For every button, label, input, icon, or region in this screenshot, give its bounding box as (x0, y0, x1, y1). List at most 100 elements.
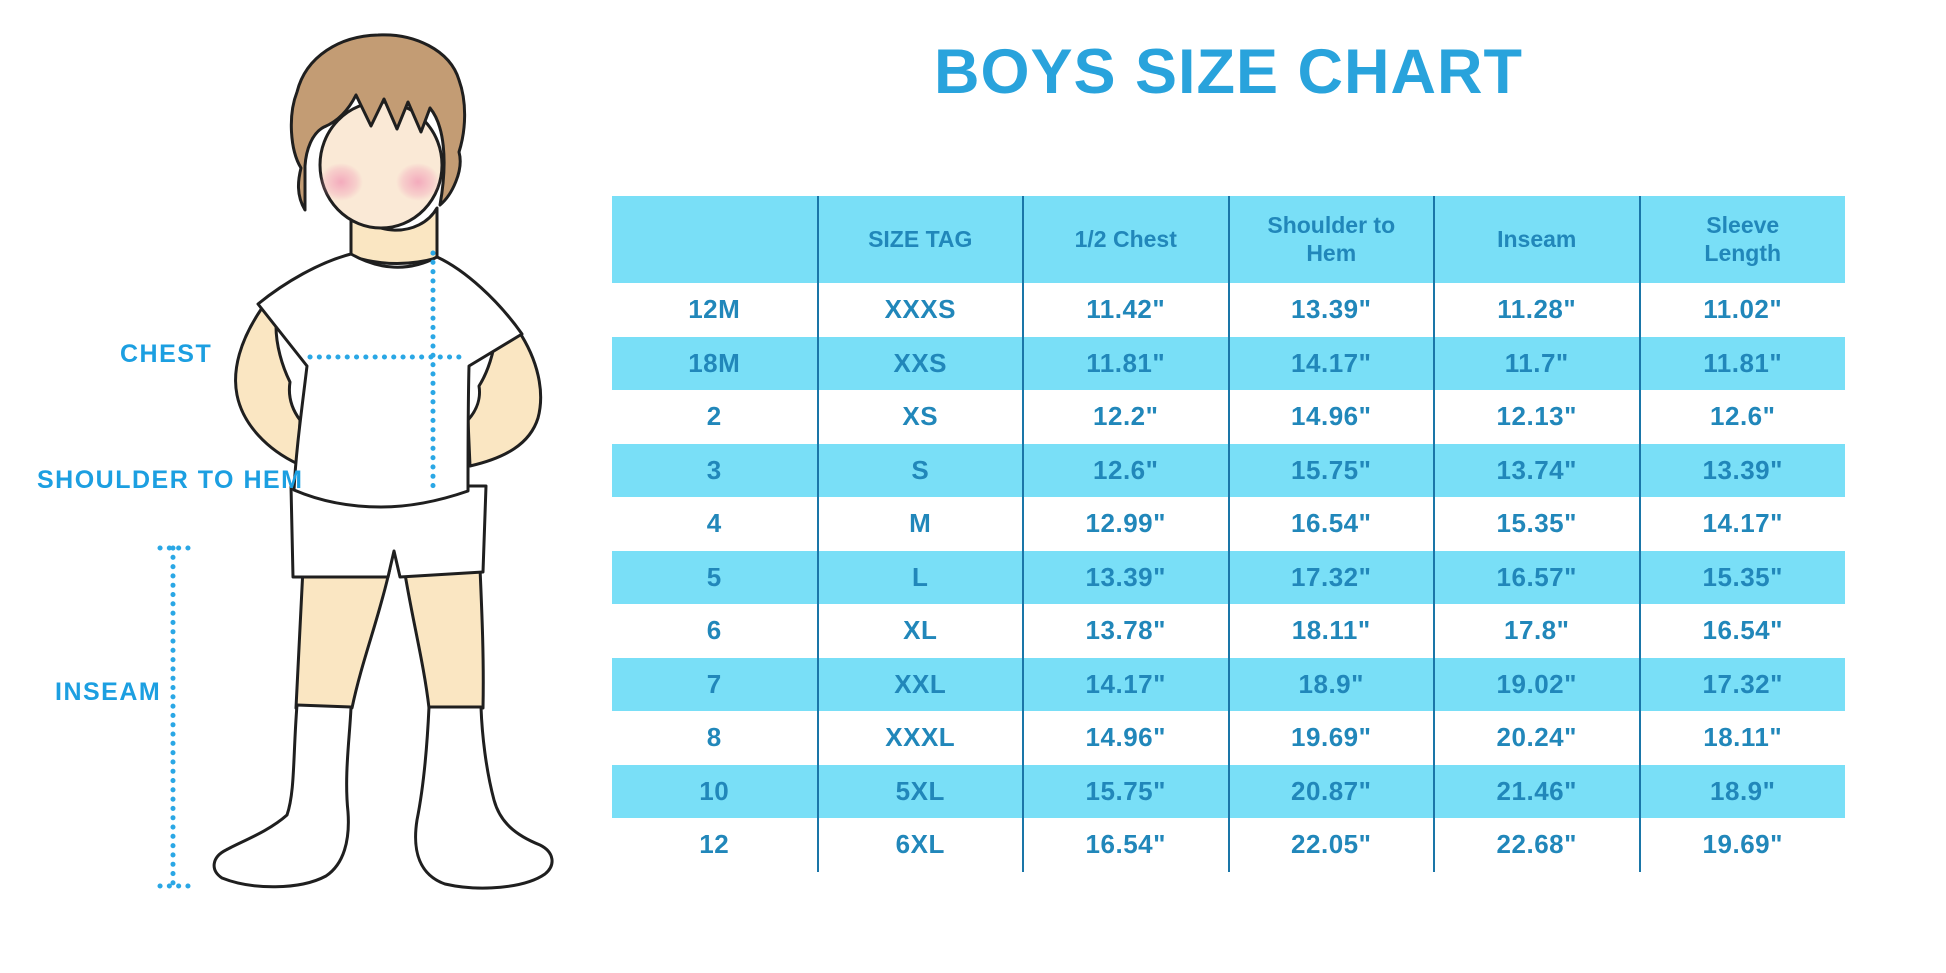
size-value-cell: 19.69" (1638, 818, 1845, 872)
size-value-cell: 11.7" (1433, 336, 1640, 390)
boy-shorts (289, 484, 488, 579)
size-value-cell: 5XL (816, 764, 1023, 818)
size-value-cell: S (816, 443, 1023, 497)
boy-right-arm (466, 328, 543, 468)
size-table: SIZE TAG 1/2 Chest Shoulder to Hem Inseam Sl… (612, 196, 1845, 872)
size-label-cell: 5 (612, 550, 818, 604)
size-label-cell: 3 (612, 443, 818, 497)
size-value-cell: 16.54" (1227, 497, 1434, 551)
size-value-cell: 18.9" (1227, 657, 1434, 711)
column-header: Shoulder to Hem (1227, 196, 1434, 283)
size-label-cell: 10 (612, 764, 818, 818)
size-label-cell: 12 (612, 818, 818, 872)
size-value-cell: 14.17" (1022, 657, 1229, 711)
size-value-cell: 12.6" (1638, 390, 1845, 444)
boy-left-leg (294, 566, 392, 710)
table-row: 7 XXL 14.17" 18.9" 19.02" 17.32" (612, 657, 1845, 711)
size-value-cell: 15.35" (1433, 497, 1640, 551)
header-row: SIZE TAG 1/2 Chest Shoulder to Hem Inseam Sl… (612, 196, 1845, 283)
size-value-cell: 12.99" (1022, 497, 1229, 551)
size-value-cell: XXXL (816, 711, 1023, 765)
size-value-cell: 13.39" (1227, 283, 1434, 337)
cheek-blush-right (396, 163, 440, 201)
size-value-cell: 13.78" (1022, 604, 1229, 658)
size-label-cell: 6 (612, 604, 818, 658)
size-value-cell: 12.6" (1022, 443, 1229, 497)
table-row: 8 XXXL 14.96" 19.69" 20.24" 18.11" (612, 711, 1845, 765)
size-value-cell: 15.35" (1638, 550, 1845, 604)
size-value-cell: 6XL (816, 818, 1023, 872)
size-value-cell: 15.75" (1022, 764, 1229, 818)
table-row: 5 L 13.39" 17.32" 16.57" 15.35" (612, 550, 1845, 604)
size-value-cell: 21.46" (1433, 764, 1640, 818)
size-label-cell: 8 (612, 711, 818, 765)
size-value-cell: 14.96" (1022, 711, 1229, 765)
size-value-cell: 13.74" (1433, 443, 1640, 497)
table-row: 12 6XL 16.54" 22.05" 22.68" 19.69" (612, 818, 1845, 872)
size-value-cell: 11.28" (1433, 283, 1640, 337)
size-value-cell: XS (816, 390, 1023, 444)
table-row: 6 XL 13.78" 18.11" 17.8" 16.54" (612, 604, 1845, 658)
table-row: 2 XS 12.2" 14.96" 12.13" 12.6" (612, 390, 1845, 444)
size-value-cell: 16.57" (1433, 550, 1640, 604)
size-label-cell: 2 (612, 390, 818, 444)
size-value-cell: 20.24" (1433, 711, 1640, 765)
size-value-cell: 17.8" (1433, 604, 1640, 658)
size-value-cell: 15.75" (1227, 443, 1434, 497)
boy-right-leg (402, 566, 485, 710)
size-value-cell: 19.69" (1227, 711, 1434, 765)
size-value-cell: 20.87" (1227, 764, 1434, 818)
column-header: SIZE TAG (816, 196, 1023, 283)
size-value-cell: 18.9" (1638, 764, 1845, 818)
page-title: BOYS SIZE CHART (933, 37, 1524, 107)
size-value-cell: 14.17" (1638, 497, 1845, 551)
size-value-cell: 22.05" (1227, 818, 1434, 872)
size-value-cell: 12.2" (1022, 390, 1229, 444)
size-value-cell: 11.81" (1638, 336, 1845, 390)
size-value-cell: 12.13" (1433, 390, 1640, 444)
table-row: 4 M 12.99" 16.54" 15.35" 14.17" (612, 497, 1845, 551)
cheek-blush-left (319, 163, 363, 201)
size-value-cell: L (816, 550, 1023, 604)
table-row: 3 S 12.6" 15.75" 13.74" 13.39" (612, 443, 1845, 497)
size-value-cell: 11.02" (1638, 283, 1845, 337)
table-row: 10 5XL 15.75" 20.87" 21.46" 18.9" (612, 764, 1845, 818)
size-value-cell: M (816, 497, 1023, 551)
size-value-cell: 11.42" (1022, 283, 1229, 337)
inseam-label: INSEAM (55, 678, 162, 706)
boy-shirt (256, 252, 524, 509)
size-value-cell: 17.32" (1227, 550, 1434, 604)
size-value-cell: XXL (816, 657, 1023, 711)
table-row: 12M XXXS 11.42" 13.39" 11.28" 11.02" (612, 283, 1845, 337)
table-row: 18M XXS 11.81" 14.17" 11.7" 11.81" (612, 336, 1845, 390)
size-label-cell: 18M (612, 336, 818, 390)
size-value-cell: 18.11" (1638, 711, 1845, 765)
size-value-cell: 22.68" (1433, 818, 1640, 872)
boy-hair (289, 33, 467, 212)
size-label-cell: 4 (612, 497, 818, 551)
size-label-cell: 12M (612, 283, 818, 337)
size-value-cell: 19.02" (1433, 657, 1640, 711)
size-value-cell: 14.17" (1227, 336, 1434, 390)
size-value-cell: 16.54" (1022, 818, 1229, 872)
size-value-cell: 13.39" (1022, 550, 1229, 604)
chest-label: CHEST (120, 340, 213, 368)
size-value-cell: 17.32" (1638, 657, 1845, 711)
size-value-cell: 14.96" (1227, 390, 1434, 444)
column-header: Inseam (1433, 196, 1640, 283)
column-header (612, 196, 818, 283)
size-value-cell: 11.81" (1022, 336, 1229, 390)
column-header: 1/2 Chest (1022, 196, 1229, 283)
size-value-cell: 13.39" (1638, 443, 1845, 497)
size-value-cell: XXXS (816, 283, 1023, 337)
size-label-cell: 7 (612, 657, 818, 711)
boy-left-sock (212, 703, 353, 889)
size-value-cell: 18.11" (1227, 604, 1434, 658)
size-value-cell: 16.54" (1638, 604, 1845, 658)
boy-illustration (157, 33, 554, 890)
size-value-cell: XL (816, 604, 1023, 658)
column-header: Sleeve Length (1638, 196, 1845, 283)
size-value-cell: XXS (816, 336, 1023, 390)
shoulder-to-hem-label: SHOULDER TO HEM (37, 466, 304, 494)
